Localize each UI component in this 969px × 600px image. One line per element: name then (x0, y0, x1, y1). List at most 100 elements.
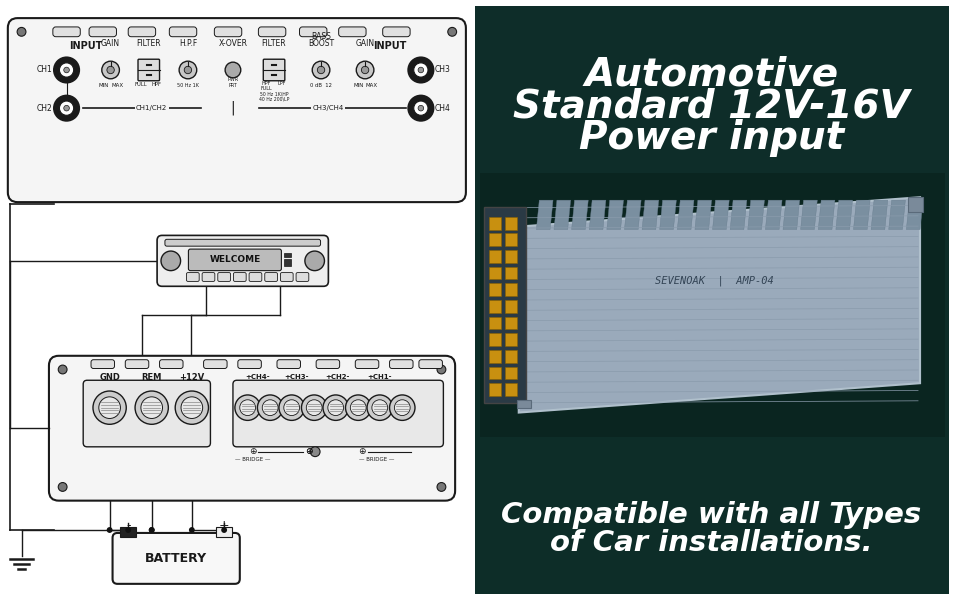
Text: INPUT: INPUT (70, 41, 103, 50)
Bar (489, 217, 501, 230)
FancyBboxPatch shape (186, 272, 199, 281)
FancyBboxPatch shape (316, 360, 339, 368)
Bar (489, 317, 501, 329)
Polygon shape (624, 200, 641, 230)
Circle shape (64, 67, 70, 73)
Bar (484, 207, 525, 403)
Bar (489, 383, 501, 396)
Bar (505, 383, 516, 396)
FancyBboxPatch shape (52, 27, 80, 37)
Circle shape (279, 395, 304, 421)
Circle shape (448, 28, 456, 36)
Text: ⊕: ⊕ (248, 447, 256, 456)
Polygon shape (712, 200, 729, 230)
Circle shape (107, 527, 112, 533)
Bar (474, 0, 949, 7)
FancyBboxPatch shape (299, 27, 327, 37)
Polygon shape (853, 200, 869, 230)
Polygon shape (676, 200, 693, 230)
FancyBboxPatch shape (170, 27, 197, 37)
Polygon shape (571, 200, 587, 230)
Polygon shape (799, 200, 817, 230)
Text: +CH1-: +CH1- (367, 374, 391, 380)
Circle shape (366, 395, 392, 421)
FancyBboxPatch shape (165, 239, 320, 246)
Bar (474, 131, 949, 139)
Bar (489, 233, 501, 246)
Text: WELCOME: WELCOME (209, 256, 261, 265)
Circle shape (257, 395, 283, 421)
Polygon shape (818, 200, 834, 230)
Polygon shape (835, 200, 852, 230)
Circle shape (58, 482, 67, 491)
Bar (489, 333, 501, 346)
FancyBboxPatch shape (8, 18, 465, 202)
Bar (516, 400, 531, 407)
Text: MAX: MAX (111, 83, 123, 88)
Circle shape (371, 400, 388, 416)
Text: MIN: MIN (353, 83, 363, 88)
Bar (120, 527, 136, 537)
FancyBboxPatch shape (125, 360, 148, 368)
FancyBboxPatch shape (338, 27, 365, 37)
Text: CH3: CH3 (434, 65, 450, 74)
Text: 50 Hz 1K: 50 Hz 1K (176, 83, 199, 88)
Text: MAX: MAX (365, 83, 378, 88)
Polygon shape (553, 200, 570, 230)
FancyBboxPatch shape (157, 235, 328, 286)
Text: INPUT: INPUT (372, 41, 406, 50)
Circle shape (93, 391, 126, 424)
FancyBboxPatch shape (188, 249, 281, 271)
Text: HPF: HPF (151, 82, 162, 87)
Polygon shape (765, 200, 781, 230)
Bar (489, 350, 501, 362)
Circle shape (17, 28, 26, 36)
FancyBboxPatch shape (83, 380, 210, 447)
Circle shape (135, 391, 169, 424)
FancyBboxPatch shape (258, 27, 286, 37)
Text: CH3/CH4: CH3/CH4 (312, 105, 343, 111)
Circle shape (262, 400, 278, 416)
FancyBboxPatch shape (233, 380, 443, 447)
Text: FULL: FULL (260, 86, 272, 91)
Polygon shape (905, 200, 922, 230)
Bar (474, 92, 949, 100)
Bar (505, 317, 516, 329)
Bar (474, 30, 949, 38)
Text: GAIN: GAIN (101, 40, 120, 49)
Text: +CH3-: +CH3- (284, 374, 308, 380)
Circle shape (125, 527, 131, 533)
Bar (479, 173, 944, 437)
Circle shape (179, 61, 197, 79)
Text: Power input: Power input (578, 119, 843, 157)
Text: — BRIDGE —: — BRIDGE — (359, 457, 394, 462)
Circle shape (225, 62, 240, 78)
Bar (505, 217, 516, 230)
Circle shape (312, 61, 329, 79)
Text: CH1/CH2: CH1/CH2 (136, 105, 168, 111)
Polygon shape (659, 200, 675, 230)
Text: ⊖: ⊖ (305, 447, 313, 456)
Bar (474, 53, 949, 61)
Bar (489, 267, 501, 280)
Bar (474, 69, 949, 77)
Circle shape (189, 527, 195, 533)
Text: +: + (219, 518, 230, 532)
Bar (489, 283, 501, 296)
Text: +CH2-: +CH2- (326, 374, 350, 380)
Bar (489, 250, 501, 263)
Polygon shape (694, 200, 711, 230)
Circle shape (148, 527, 154, 533)
Circle shape (234, 395, 260, 421)
Polygon shape (518, 197, 920, 413)
Text: |: | (231, 101, 235, 115)
Bar (474, 179, 949, 187)
Text: ⊕: ⊕ (305, 447, 313, 456)
Bar (474, 77, 949, 85)
FancyBboxPatch shape (277, 360, 300, 368)
Polygon shape (607, 200, 623, 230)
Circle shape (53, 57, 79, 83)
Circle shape (328, 400, 343, 416)
Circle shape (437, 482, 446, 491)
Bar (505, 350, 516, 362)
